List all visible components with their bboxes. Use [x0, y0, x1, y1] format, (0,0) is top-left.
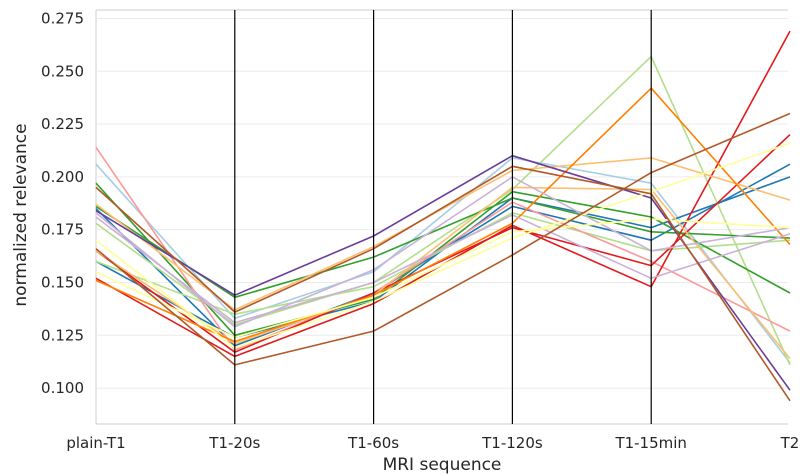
y-tick-label: 0.100 [41, 379, 84, 397]
y-tick-label: 0.200 [41, 168, 84, 186]
series-line [95, 197, 791, 299]
series-line [95, 134, 791, 354]
x-axis-title: MRI sequence [383, 455, 502, 475]
series-line [95, 142, 791, 349]
y-axis-title: normalized relevance [11, 123, 31, 306]
series-line [95, 112, 791, 366]
y-tick-label: 0.250 [41, 62, 84, 80]
y-tick-label: 0.150 [41, 273, 84, 291]
grid-layer [95, 9, 788, 425]
series-line [95, 218, 791, 339]
series-layer [95, 30, 791, 402]
x-tick-label: plain-T1 [66, 434, 125, 452]
y-tick-label: 0.275 [41, 9, 84, 27]
series-line [95, 30, 791, 358]
series-line [95, 176, 791, 328]
series-line [95, 146, 791, 351]
series-line [95, 87, 791, 343]
series-line [95, 176, 791, 339]
axis-layer [234, 10, 652, 424]
x-tick-label: T1-120s [481, 434, 543, 452]
series-line [95, 154, 791, 391]
series-line [95, 165, 791, 402]
series-line [95, 214, 791, 324]
y-tick-label: 0.125 [41, 326, 84, 344]
x-tick-label: T1-15min [614, 434, 687, 452]
y-tick-label: 0.225 [41, 115, 84, 133]
series-line [95, 186, 791, 360]
x-tick-label: T2 [780, 434, 800, 452]
label-layer: 0.100 0.125 0.150 0.175 0.200 0.225 0.250 0.275… [41, 9, 799, 452]
y-tick-label: 0.175 [41, 221, 84, 239]
x-tick-label: T1-60s [347, 434, 399, 452]
x-tick-label: T1-20s [208, 434, 260, 452]
